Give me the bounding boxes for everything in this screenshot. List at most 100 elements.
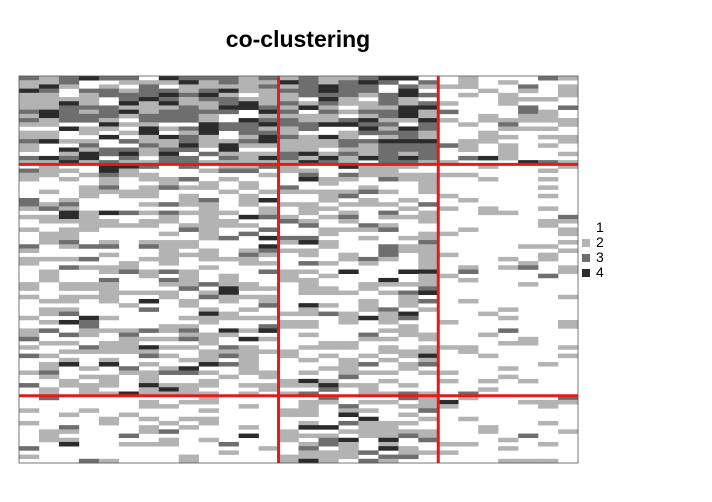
heatmap-cell xyxy=(438,319,459,325)
heatmap-cell xyxy=(358,332,379,338)
legend-item-3: 3 xyxy=(582,250,604,265)
heatmap-cell xyxy=(358,84,379,89)
heatmap-cell xyxy=(438,231,459,237)
heatmap-cell xyxy=(258,261,279,266)
heatmap-cell xyxy=(358,282,379,287)
heatmap-cell xyxy=(298,105,319,110)
heatmap-cell xyxy=(38,319,60,325)
heatmap-cell xyxy=(338,227,359,232)
heatmap-cell xyxy=(478,353,499,359)
heatmap-cell xyxy=(318,433,339,439)
heatmap-cell xyxy=(38,341,60,346)
heatmap-cell xyxy=(238,193,259,199)
heatmap-cell xyxy=(178,147,199,153)
legend-label-2: 2 xyxy=(596,234,604,250)
heatmap-cell xyxy=(78,408,100,413)
heatmap-cell xyxy=(278,118,299,123)
heatmap-cell xyxy=(198,391,219,396)
heatmap-cell xyxy=(38,256,60,262)
heatmap-cell xyxy=(418,147,439,153)
heatmap-cell xyxy=(358,223,379,228)
heatmap-cell xyxy=(58,412,80,418)
heatmap-cell xyxy=(338,269,359,275)
heatmap-cell xyxy=(78,172,100,178)
heatmap-cell xyxy=(58,240,80,245)
heatmap-cell xyxy=(38,433,60,439)
heatmap-cell xyxy=(278,269,299,275)
heatmap-cell xyxy=(398,303,419,308)
heatmap-cell xyxy=(378,172,399,178)
heatmap-cell xyxy=(278,240,299,245)
heatmap-cell xyxy=(198,88,219,94)
heatmap-cell xyxy=(398,391,419,396)
heatmap-cell xyxy=(19,345,40,350)
heatmap-cell xyxy=(158,429,180,434)
heatmap-cell xyxy=(358,336,379,342)
heatmap-cell xyxy=(178,332,199,338)
heatmap-cell xyxy=(58,219,80,224)
heatmap-cell xyxy=(238,433,259,439)
heatmap-frame xyxy=(18,75,579,464)
heatmap-cell xyxy=(278,458,299,464)
heatmap-cell xyxy=(458,84,479,89)
heatmap-cell xyxy=(338,252,359,258)
heatmap-cell xyxy=(78,294,100,300)
heatmap-cell xyxy=(318,92,339,98)
heatmap-cell xyxy=(98,345,120,350)
heatmap-cell xyxy=(398,244,419,249)
heatmap-cell xyxy=(478,118,499,123)
heatmap-cell xyxy=(258,197,279,203)
heatmap-cell xyxy=(558,92,579,98)
heatmap-cell xyxy=(298,176,319,182)
heatmap-cell xyxy=(238,185,259,190)
heatmap-cell xyxy=(118,370,140,375)
heatmap-cell xyxy=(19,248,40,253)
heatmap-cell xyxy=(358,168,379,174)
heatmap-cell xyxy=(158,366,180,371)
heatmap-cell xyxy=(158,244,180,249)
heatmap-cell xyxy=(58,155,80,161)
heatmap-cell xyxy=(318,189,339,195)
heatmap-cell xyxy=(118,160,140,165)
heatmap-cell xyxy=(158,134,180,140)
heatmap-cell xyxy=(98,168,120,174)
heatmap-cell xyxy=(98,223,120,228)
heatmap-cell xyxy=(238,105,259,110)
heatmap-cell xyxy=(458,92,479,98)
heatmap-cell xyxy=(318,88,339,94)
heatmap-cell xyxy=(418,391,439,396)
heatmap-cell xyxy=(558,118,579,123)
heatmap-cell xyxy=(238,84,259,89)
heatmap-cell xyxy=(358,126,379,131)
heatmap-cell xyxy=(98,378,120,384)
heatmap-cell xyxy=(338,450,359,455)
heatmap-cell xyxy=(78,332,100,338)
heatmap-cell xyxy=(58,113,80,119)
heatmap-cell xyxy=(258,139,279,144)
heatmap-cell xyxy=(78,223,100,228)
heatmap-cell xyxy=(338,383,359,388)
heatmap-cell xyxy=(58,118,80,123)
heatmap-cell xyxy=(238,256,259,262)
heatmap-cell xyxy=(538,256,559,262)
heatmap-cell xyxy=(58,206,80,211)
heatmap-cell xyxy=(318,143,339,148)
heatmap-cell xyxy=(198,256,219,262)
heatmap-cell xyxy=(98,92,120,98)
heatmap-cell xyxy=(38,311,60,317)
heatmap-cell xyxy=(98,282,120,287)
heatmap-cell xyxy=(198,118,219,123)
heatmap-cell xyxy=(318,450,339,455)
heatmap-cell xyxy=(358,416,379,422)
heatmap-cell xyxy=(318,76,339,81)
heatmap-cell xyxy=(318,378,339,384)
heatmap-cell xyxy=(118,122,140,127)
heatmap-cell xyxy=(258,189,279,195)
heatmap-cell xyxy=(178,97,199,102)
heatmap-cell xyxy=(58,168,80,174)
heatmap-cell xyxy=(558,240,579,245)
heatmap-cell xyxy=(278,126,299,131)
heatmap-cell xyxy=(238,328,259,333)
heatmap-cell xyxy=(58,231,80,237)
heatmap-cell xyxy=(358,458,379,464)
